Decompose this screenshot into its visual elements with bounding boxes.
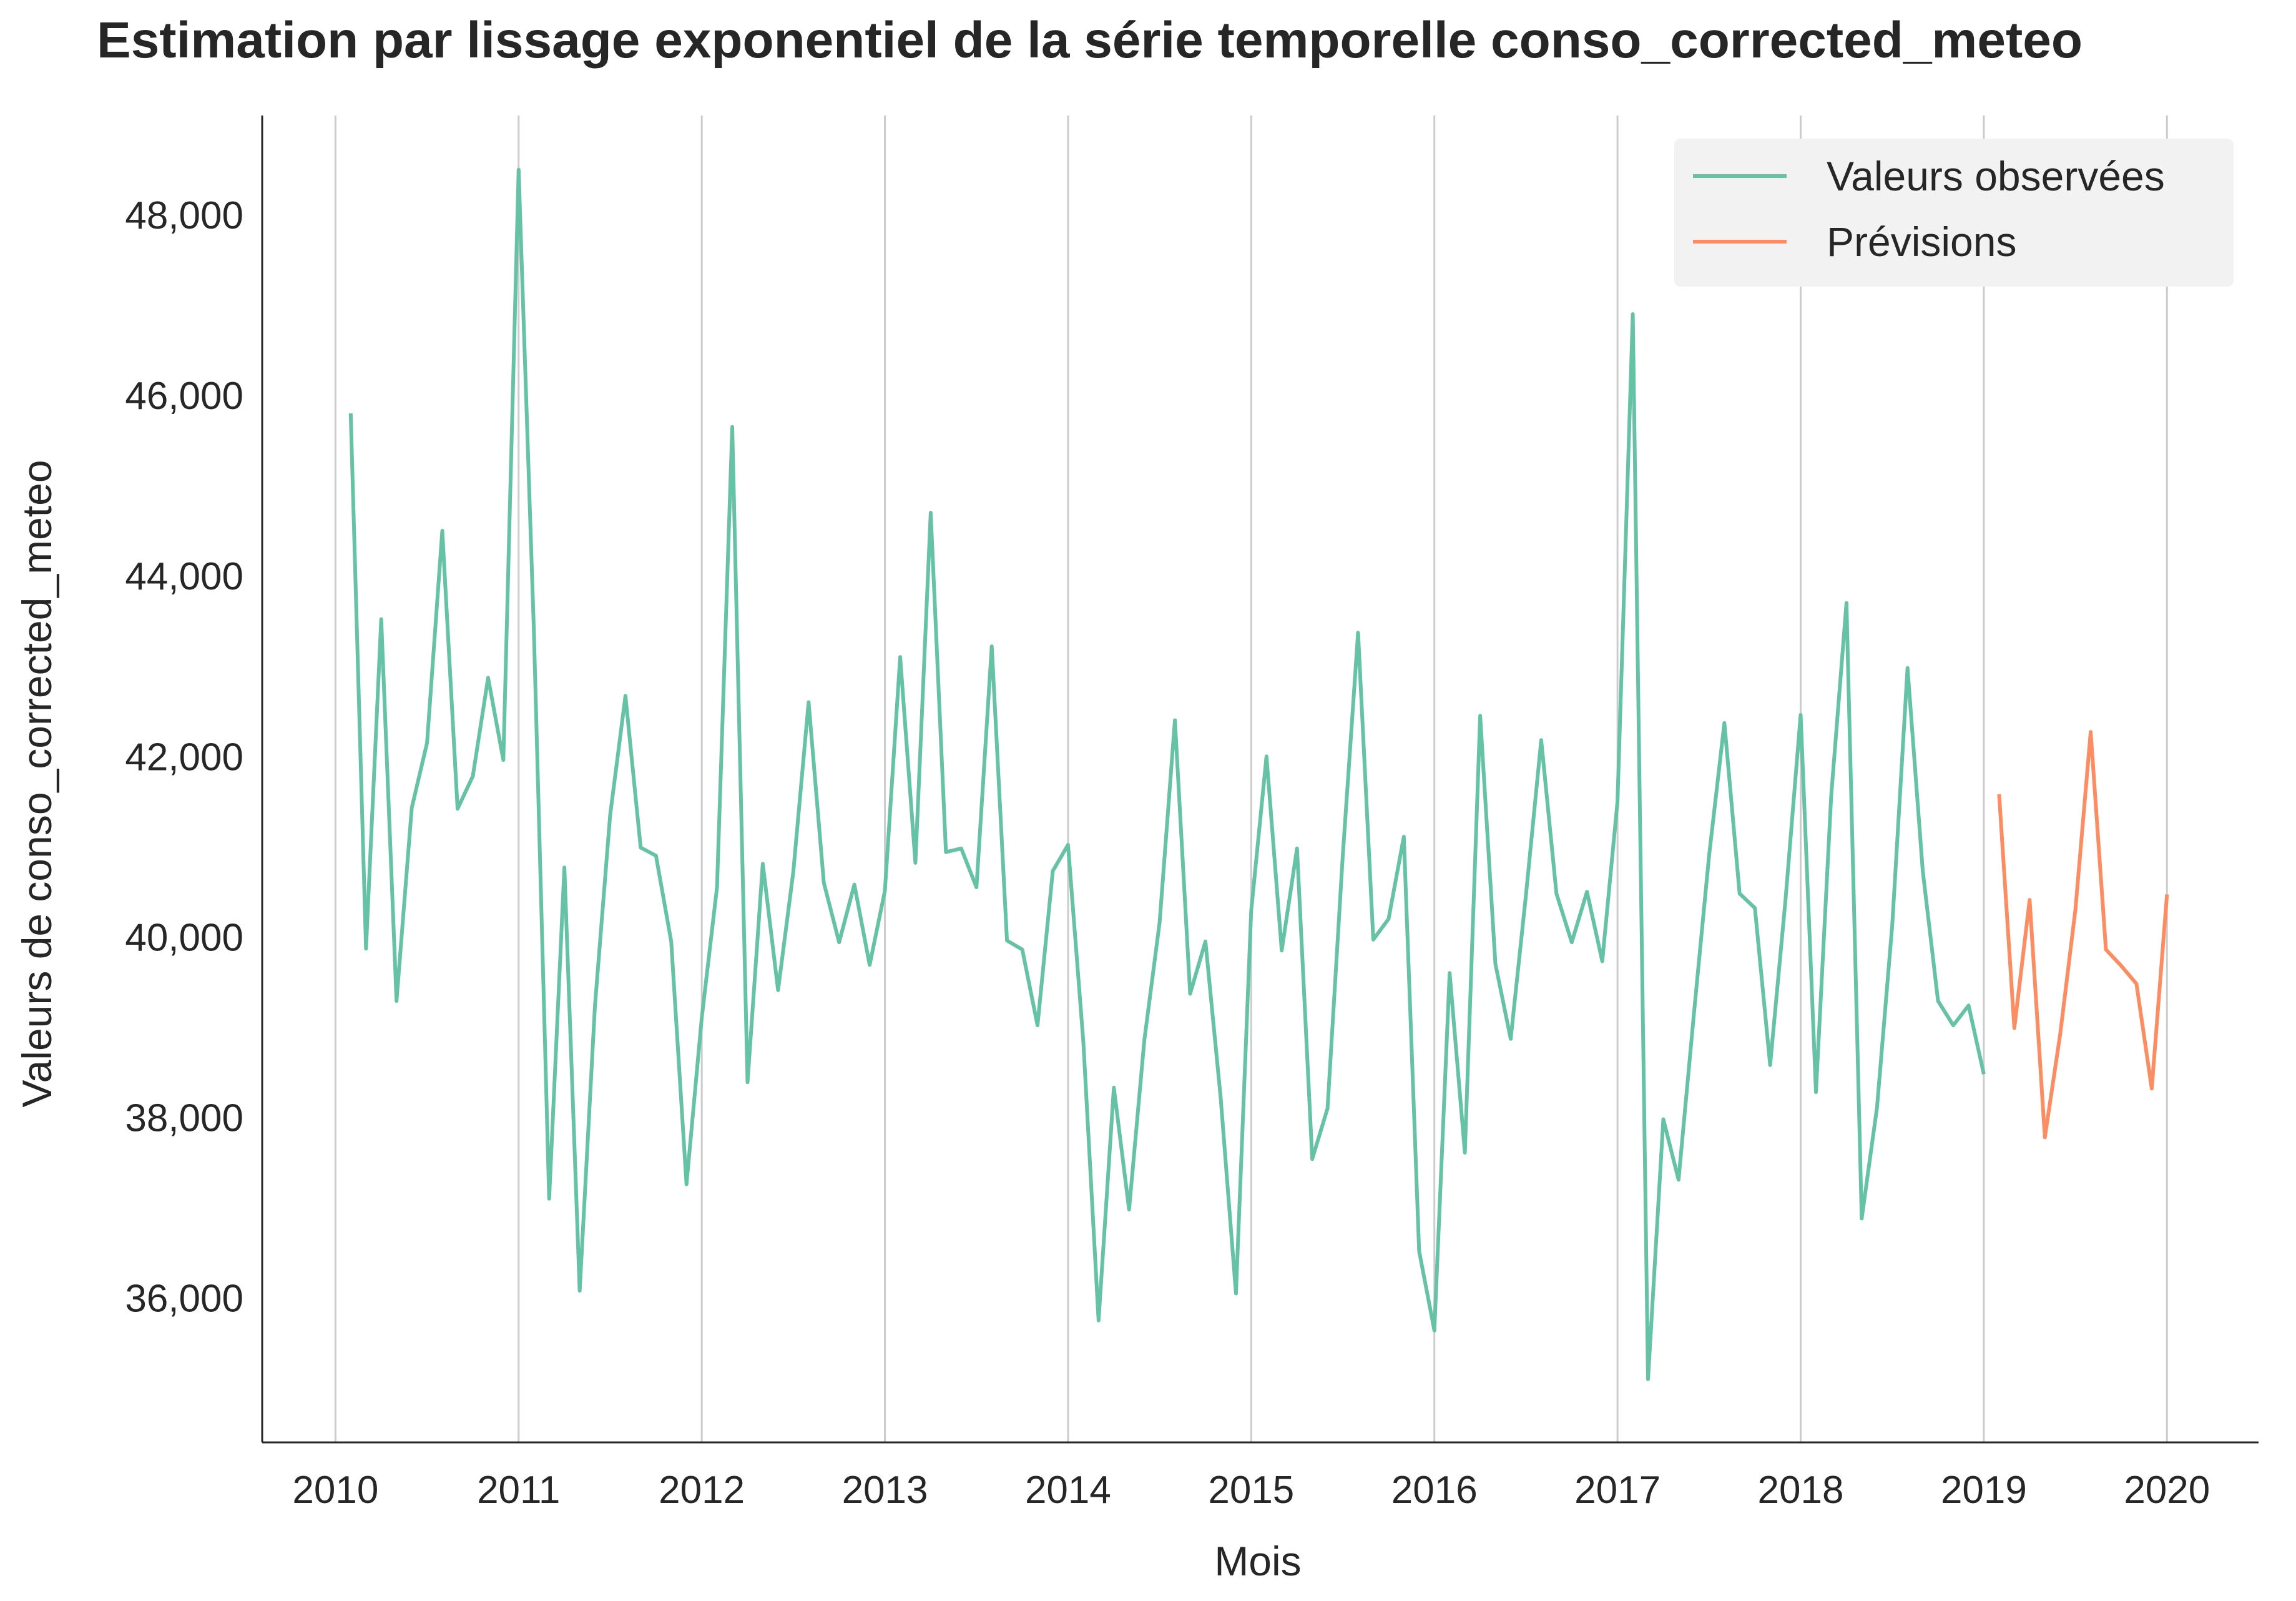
x-tick-label: 2011	[477, 1469, 560, 1512]
series-observed-line	[348, 167, 1986, 1381]
x-tick-label: 2010	[292, 1469, 378, 1512]
x-tick-label: 2019	[1941, 1469, 2027, 1512]
x-axis-ticks: 2010 2011 2012 2013 2014 2015 2016 2017 2018 2019…	[292, 1469, 2210, 1512]
x-tick-label: 2015	[1208, 1469, 1294, 1512]
legend: Valeurs observées Prévisions	[1674, 139, 2234, 287]
x-tick-label: 2018	[1758, 1469, 1844, 1512]
series-lines	[348, 167, 2169, 1381]
x-tick-label: 2012	[659, 1469, 745, 1512]
x-tick-label: 2014	[1025, 1469, 1111, 1512]
y-axis-label: Valeurs de conso_corrected_meteo	[14, 460, 60, 1107]
x-axis-label: Mois	[1214, 1538, 1301, 1584]
y-tick-label: 38,000	[125, 1097, 243, 1140]
x-tick-label: 2013	[842, 1469, 928, 1512]
series-forecast-line	[1997, 730, 2169, 1140]
y-tick-label: 40,000	[125, 916, 243, 959]
legend-label-forecast: Prévisions	[1827, 219, 2016, 265]
y-tick-label: 42,000	[125, 736, 243, 779]
chart-title: Estimation par lissage exponentiel de la…	[97, 12, 2083, 69]
y-axis-ticks: 36,000 38,000 40,000 42,000 44,000 46,000 48,0…	[125, 194, 243, 1321]
y-tick-label: 36,000	[125, 1278, 243, 1321]
axes	[261, 116, 2259, 1444]
gridlines	[334, 116, 2168, 1442]
legend-label-observed: Valeurs observées	[1827, 153, 2165, 199]
y-tick-label: 48,000	[125, 194, 243, 237]
legend-box	[1674, 139, 2234, 287]
x-tick-label: 2016	[1391, 1469, 1478, 1512]
y-tick-label: 44,000	[125, 555, 243, 598]
x-tick-label: 2017	[1574, 1469, 1661, 1512]
y-tick-label: 46,000	[125, 375, 243, 418]
x-tick-label: 2020	[2124, 1469, 2210, 1512]
